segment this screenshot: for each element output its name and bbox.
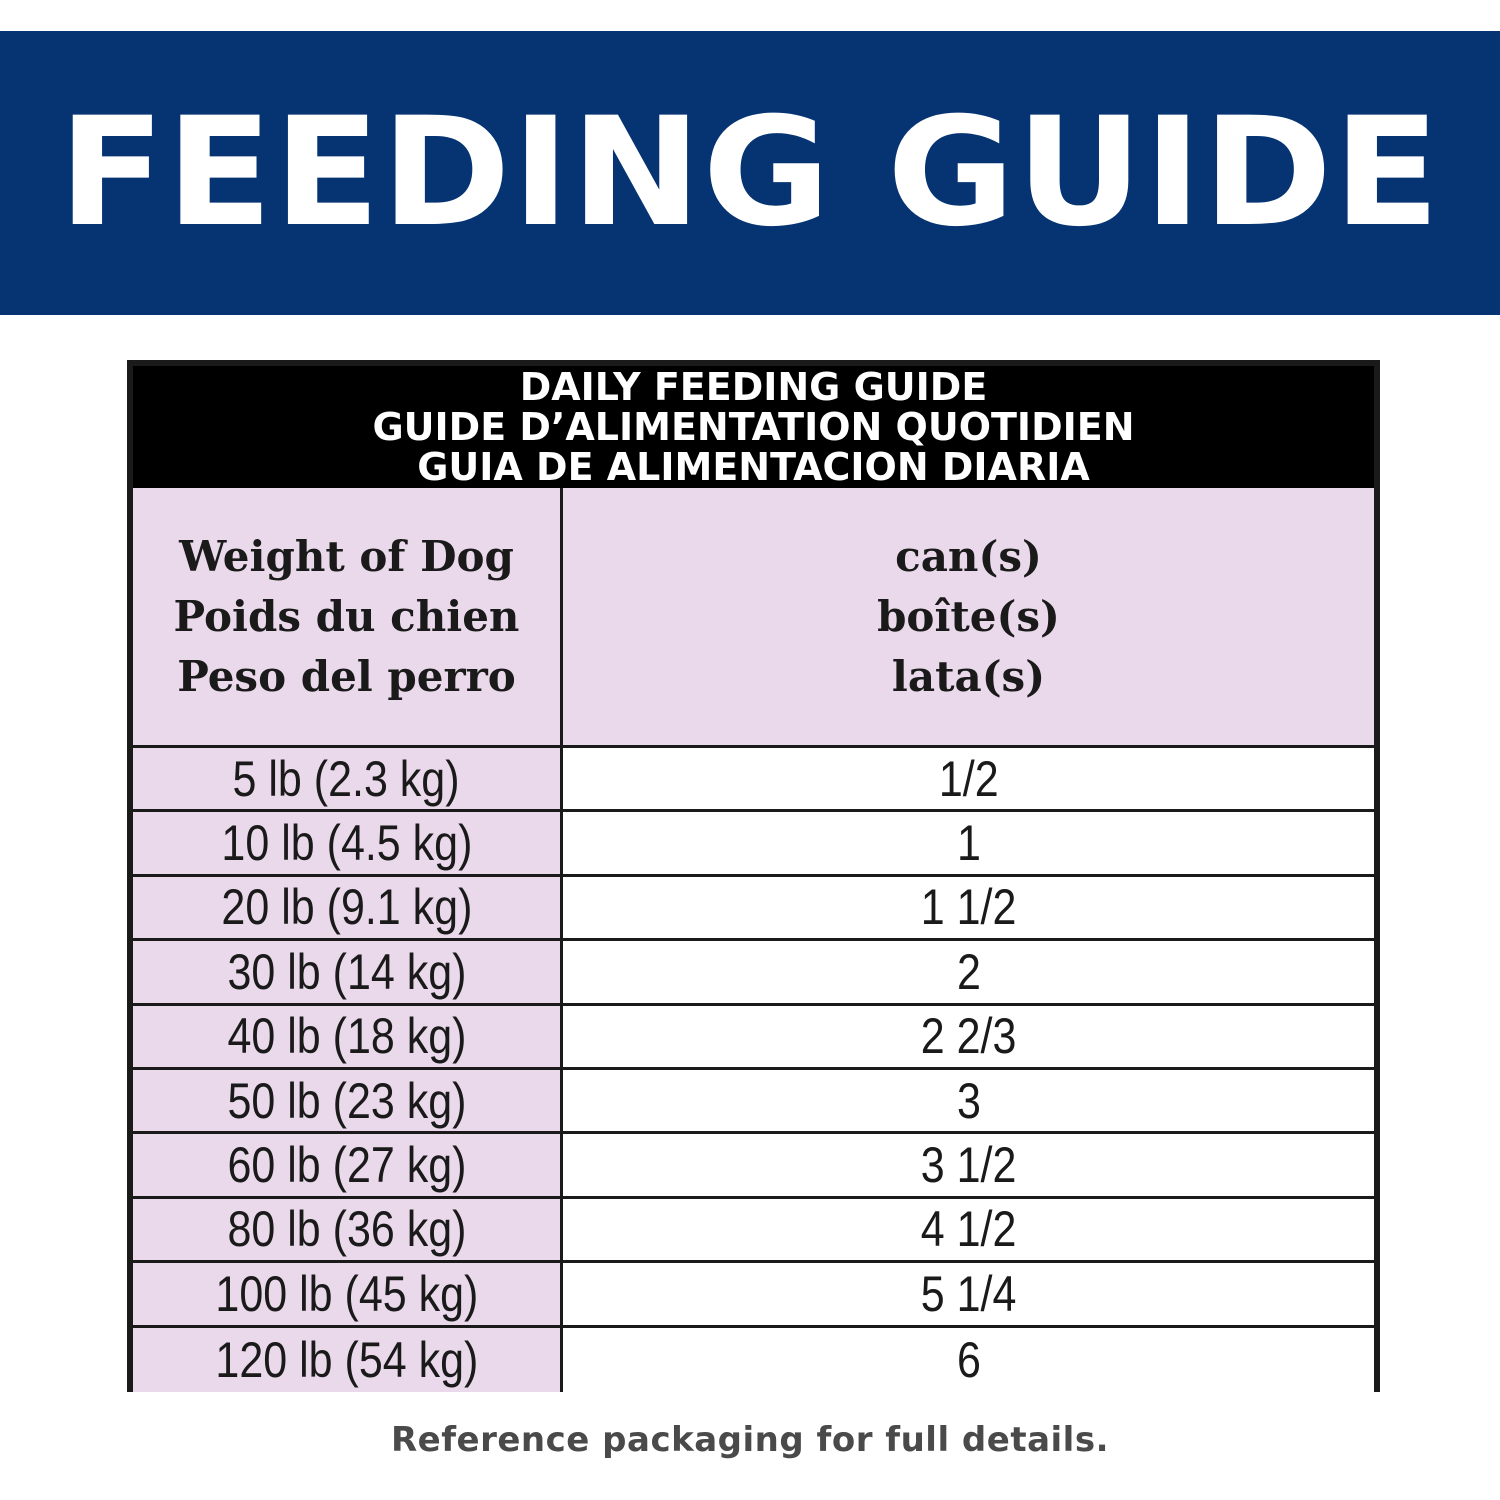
weight-value: 20 lb (9.1 kg) xyxy=(221,879,472,936)
weight-value: 5 lb (2.3 kg) xyxy=(232,750,461,807)
cans-cell: 1/2 xyxy=(563,748,1374,810)
weight-value: 100 lb (45 kg) xyxy=(215,1265,478,1322)
column-header-row: Weight of Dog Poids du chien Peso del pe… xyxy=(133,488,1374,748)
cans-value: 1/2 xyxy=(938,750,999,807)
feeding-table: DAILY FEEDING GUIDE GUIDE D’ALIMENTATION… xyxy=(127,360,1380,1392)
weight-cell: 100 lb (45 kg) xyxy=(133,1263,563,1325)
cans-cell: 4 1/2 xyxy=(563,1198,1374,1261)
table-title-english: DAILY FEEDING GUIDE xyxy=(519,365,988,409)
cans-value: 6 xyxy=(956,1331,981,1388)
amount-header-french: boîte(s) xyxy=(877,591,1060,641)
weight-value: 40 lb (18 kg) xyxy=(226,1008,467,1065)
amount-header-english: can(s) xyxy=(895,531,1042,581)
table-row: 40 lb (18 kg) 2 2/3 xyxy=(133,1005,1374,1070)
cans-value: 1 xyxy=(956,815,981,872)
cans-value: 3 1/2 xyxy=(920,1137,1017,1194)
table-row: 5 lb (2.3 kg) 1/2 xyxy=(133,748,1374,813)
cans-value: 3 xyxy=(956,1072,981,1129)
cans-value: 5 1/4 xyxy=(920,1265,1017,1322)
table-title-french: GUIDE D’ALIMENTATION QUOTIDIEN xyxy=(372,405,1135,449)
weight-cell: 30 lb (14 kg) xyxy=(133,941,563,1003)
amount-column-header: can(s) boîte(s) lata(s) xyxy=(563,488,1374,745)
weight-header-english: Weight of Dog xyxy=(179,531,514,581)
weight-value: 30 lb (14 kg) xyxy=(226,943,467,1000)
cans-cell: 1 xyxy=(563,812,1374,874)
weight-cell: 120 lb (54 kg) xyxy=(133,1327,563,1392)
cans-value: 2 xyxy=(956,943,981,1000)
weight-cell: 10 lb (4.5 kg) xyxy=(133,812,563,874)
weight-cell: 80 lb (36 kg) xyxy=(133,1198,563,1261)
table-title-spanish: GUIA DE ALIMENTACION DIARIA xyxy=(417,445,1090,489)
table-row: 50 lb (23 kg) 3 xyxy=(133,1069,1374,1135)
table-row: 30 lb (14 kg) 2 xyxy=(133,941,1374,1006)
banner-title: FEEDING GUIDE xyxy=(58,86,1442,260)
cans-value: 4 1/2 xyxy=(920,1201,1017,1258)
weight-cell: 60 lb (27 kg) xyxy=(133,1134,563,1196)
weight-header-spanish: Peso del perro xyxy=(177,651,516,701)
weight-cell: 50 lb (23 kg) xyxy=(133,1069,563,1132)
weight-value: 120 lb (54 kg) xyxy=(215,1331,478,1388)
cans-cell: 6 xyxy=(563,1327,1374,1392)
cans-cell: 5 1/4 xyxy=(563,1263,1374,1325)
weight-value: 50 lb (23 kg) xyxy=(226,1072,467,1129)
amount-header-spanish: lata(s) xyxy=(891,651,1046,701)
weight-value: 10 lb (4.5 kg) xyxy=(221,815,472,872)
table-row: 10 lb (4.5 kg) 1 xyxy=(133,812,1374,877)
footer-note: Reference packaging for full details. xyxy=(391,1420,1109,1460)
table-row: 120 lb (54 kg) 6 xyxy=(133,1327,1374,1392)
cans-cell: 1 1/2 xyxy=(563,876,1374,939)
weight-cell: 20 lb (9.1 kg) xyxy=(133,876,563,939)
cans-value: 2 2/3 xyxy=(920,1008,1017,1065)
table-title-block: DAILY FEEDING GUIDE GUIDE D’ALIMENTATION… xyxy=(133,366,1374,488)
table-row: 60 lb (27 kg) 3 1/2 xyxy=(133,1134,1374,1199)
weight-cell: 40 lb (18 kg) xyxy=(133,1005,563,1067)
table-row: 80 lb (36 kg) 4 1/2 xyxy=(133,1198,1374,1264)
weight-value: 80 lb (36 kg) xyxy=(226,1201,467,1258)
cans-value: 1 1/2 xyxy=(920,879,1017,936)
banner: FEEDING GUIDE xyxy=(0,31,1500,315)
table-body: 5 lb (2.3 kg) 1/2 10 lb (4.5 kg) 1 20 lb… xyxy=(133,748,1374,1392)
table-row: 100 lb (45 kg) 5 1/4 xyxy=(133,1263,1374,1328)
cans-cell: 3 xyxy=(563,1069,1374,1132)
table-row: 20 lb (9.1 kg) 1 1/2 xyxy=(133,876,1374,942)
weight-header-french: Poids du chien xyxy=(173,591,520,641)
cans-cell: 3 1/2 xyxy=(563,1134,1374,1196)
cans-cell: 2 xyxy=(563,941,1374,1003)
weight-value: 60 lb (27 kg) xyxy=(226,1137,467,1194)
weight-column-header: Weight of Dog Poids du chien Peso del pe… xyxy=(133,488,563,745)
cans-cell: 2 2/3 xyxy=(563,1005,1374,1067)
weight-cell: 5 lb (2.3 kg) xyxy=(133,748,563,810)
